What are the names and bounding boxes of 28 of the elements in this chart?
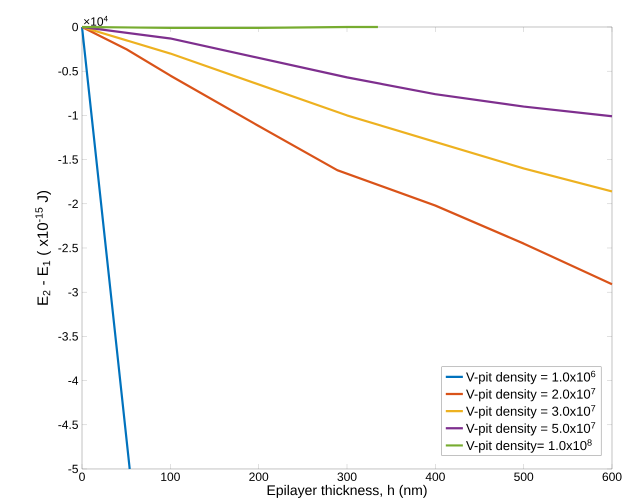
x-axis-title: Epilayer thickness, h (nm)	[268, 484, 427, 498]
y-tick-label: -3	[68, 288, 78, 296]
y-tick-label: -2.5	[58, 244, 78, 252]
y-tick-label: -4.5	[58, 420, 78, 429]
x-tick-label: 500	[514, 472, 534, 482]
y-tick-label: -4	[68, 376, 78, 385]
text: ×10$^{4}$	[84, 16, 108, 26]
legend-label: V-pit density = 5.0x10$^{7}$	[466, 422, 596, 436]
y-tick-label: -0.5	[58, 66, 78, 76]
line-series	[80, 26, 131, 470]
legend-label: V-pit density = 1.0x10$^{6}$	[466, 370, 596, 384]
legend-label: V-pit density = 2.0x10$^{7}$	[466, 388, 596, 402]
legend-label: V-pit density= 1.0x10$^{8}$	[466, 439, 592, 453]
line-series	[80, 26, 614, 286]
y-axis-title: E$_{2}$ - E$_{1}$ ( x10$^{-15}$ J)	[35, 190, 51, 305]
y-tick-label: -5	[68, 464, 78, 474]
x-tick-label: 200	[249, 472, 268, 482]
legend-label: V-pit density = 3.0x10$^{7}$	[466, 405, 596, 418]
x-tick-label: 0	[79, 472, 85, 482]
y-tick-label: 0	[72, 22, 78, 32]
y-tick-label: -3.5	[58, 332, 78, 341]
x-tick-label: 400	[426, 472, 445, 482]
y-tick-label: -2	[68, 200, 78, 208]
x-tick-label: 600	[602, 472, 622, 482]
x-tick-label: 100	[161, 472, 180, 482]
y-tick-label: -1	[68, 111, 78, 120]
y-tick-label: -1.5	[58, 155, 78, 164]
x-tick-label: 300	[337, 472, 357, 482]
